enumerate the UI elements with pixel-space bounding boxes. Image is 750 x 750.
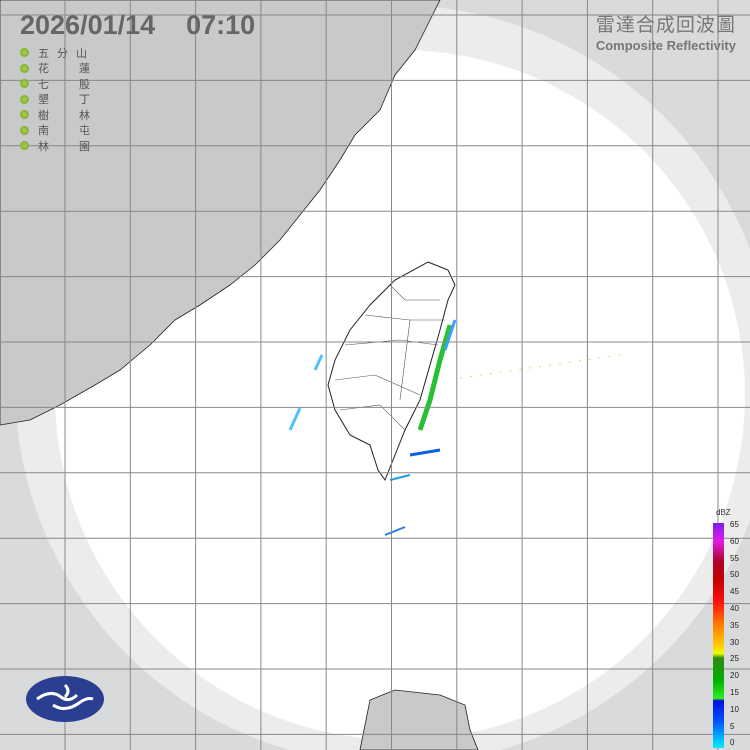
station-item: 墾丁	[20, 92, 120, 108]
chart-title: 雷達合成回波圖 Composite Reflectivity	[596, 10, 736, 53]
cwa-logo	[26, 676, 104, 722]
station-name: 五分山	[38, 47, 95, 60]
colorbar-gradient	[713, 523, 724, 748]
colorbar-tick: 25	[730, 654, 739, 664]
colorbar-tick: 40	[730, 604, 739, 613]
station-item: 林園	[20, 138, 120, 154]
title-zh: 雷達合成回波圖	[595, 15, 736, 36]
station-status-icon	[20, 110, 29, 120]
timestamp: 2026/01/14 07:10	[20, 10, 256, 40]
colorbar-tick: 60	[730, 536, 739, 546]
station-item: 花蓮	[20, 61, 120, 77]
station-item: 七股	[20, 76, 120, 92]
colorbar-tick: 15	[730, 688, 739, 697]
station-name: 墾丁	[38, 94, 120, 107]
station-list: 五分山花蓮七股墾丁樹林南屯林園	[20, 45, 120, 154]
colorbar-unit: dBZ	[716, 508, 731, 517]
station-status-icon	[20, 48, 29, 58]
colorbar-tick: 30	[730, 637, 739, 647]
colorbar-tick: 65	[730, 520, 739, 529]
station-item: 五分山	[20, 45, 120, 61]
title-en: Composite Reflectivity	[595, 38, 736, 53]
station-name: 七股	[38, 78, 120, 91]
colorbar-tick: 35	[730, 620, 739, 630]
station-item: 南屯	[20, 123, 120, 139]
station-name: 林園	[38, 140, 120, 153]
colorbar-tick: 20	[730, 671, 739, 681]
station-status-icon	[20, 63, 29, 73]
colorbar-tick: 45	[730, 587, 739, 597]
colorbar-tick: 55	[730, 553, 739, 563]
station-status-icon	[20, 125, 29, 135]
station-name: 樹林	[38, 109, 120, 122]
station-name: 南屯	[38, 125, 120, 138]
station-item: 樹林	[20, 107, 120, 123]
colorbar-tick: 0	[730, 738, 735, 748]
station-status-icon	[20, 79, 29, 89]
colorbar-tick: 10	[730, 704, 739, 714]
county-borders	[334, 284, 445, 431]
station-name: 花蓮	[38, 63, 120, 76]
station-status-icon	[20, 141, 29, 151]
mainland-land	[0, 0, 441, 426]
station-status-icon	[20, 94, 29, 104]
colorbar-tick: 50	[730, 570, 739, 580]
colorbar-tick: 5	[730, 721, 735, 731]
south-land	[359, 689, 479, 750]
